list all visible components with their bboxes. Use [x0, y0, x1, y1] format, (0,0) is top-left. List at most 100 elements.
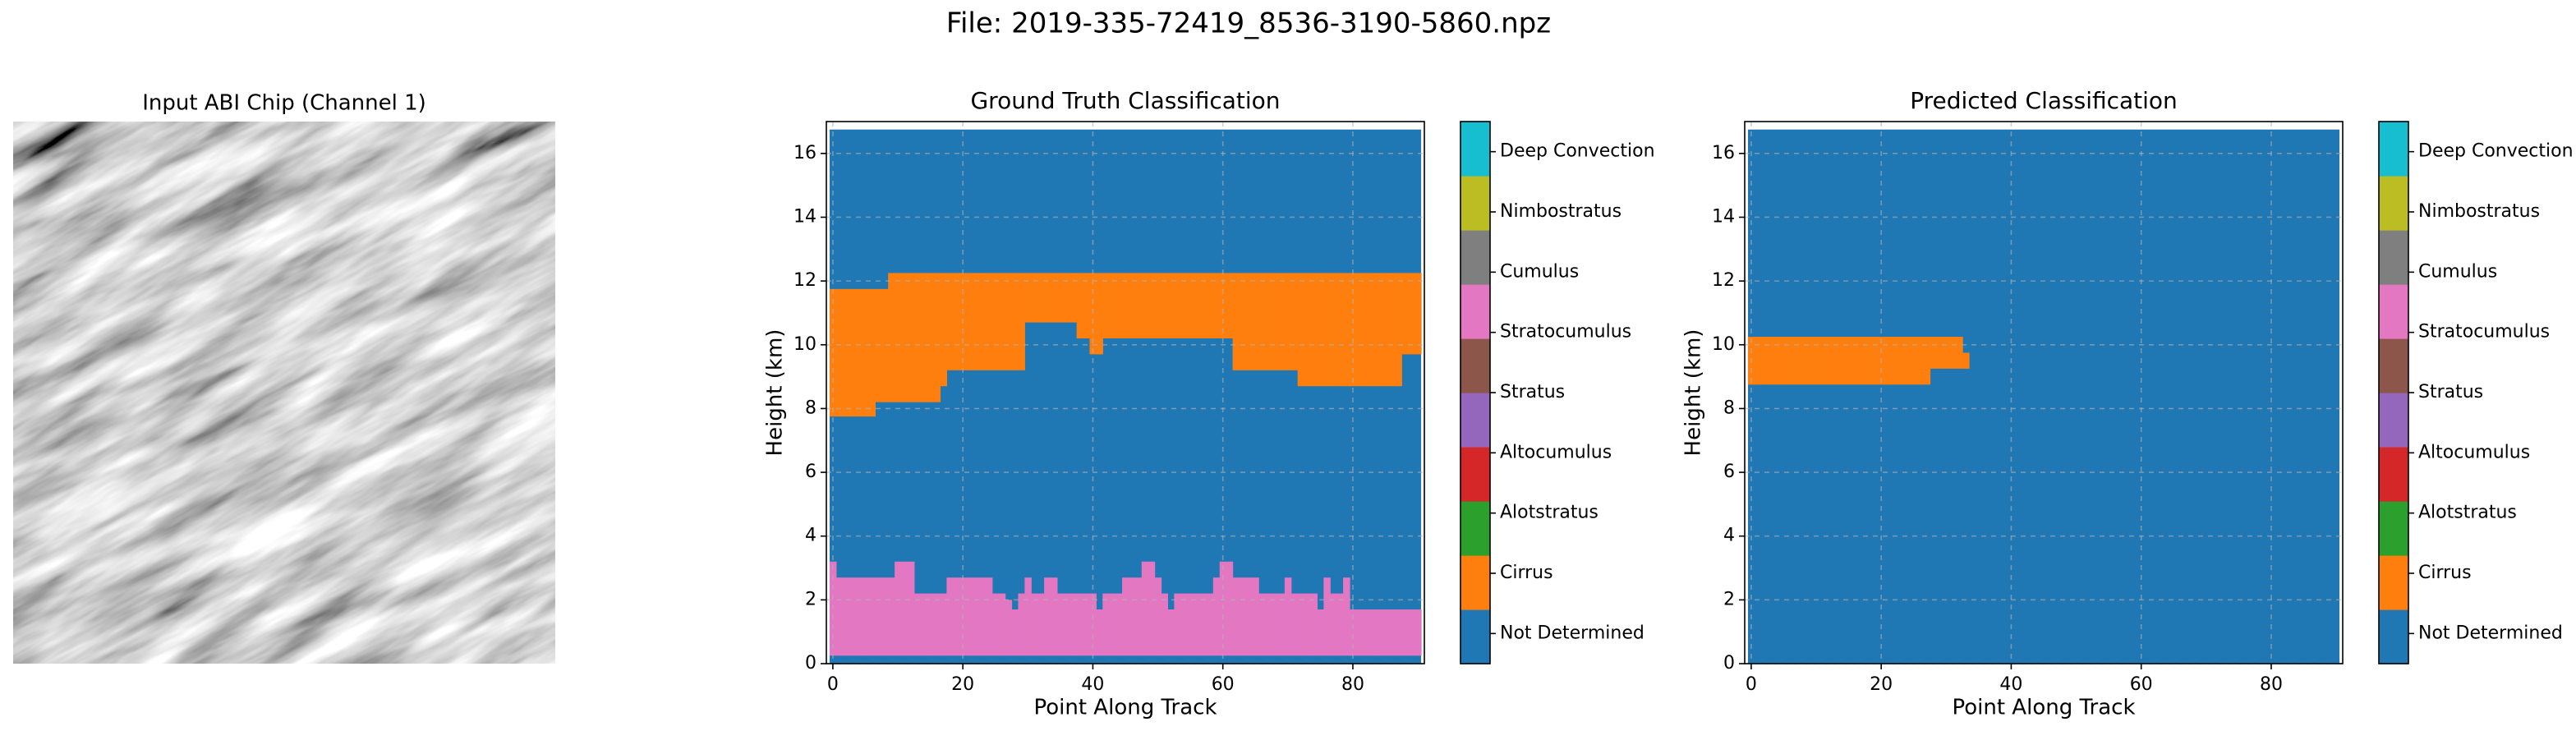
class-cell	[1200, 273, 1208, 338]
class-cell	[1011, 609, 1019, 656]
class-cell	[1122, 577, 1129, 656]
class-cell	[1245, 273, 1253, 370]
class-cell	[1154, 577, 1162, 656]
colorbar-bin	[1460, 176, 1490, 231]
panel-title: Ground Truth Classification	[970, 87, 1280, 114]
class-cell	[1212, 273, 1221, 338]
colorbar-label: Cumulus	[1500, 261, 1579, 282]
class-cell	[835, 577, 844, 656]
class-cell	[1116, 273, 1123, 338]
y-axis-label: Height (km)	[763, 329, 788, 457]
class-cell	[1174, 273, 1181, 338]
class-cell	[920, 593, 928, 656]
class-cell	[1414, 609, 1422, 656]
class-cell	[1343, 577, 1350, 656]
figure-title: File: 2019-335-72419_8536-3190-5860.npz	[946, 7, 1551, 40]
class-cell	[1206, 593, 1214, 656]
x-axis-label: Point Along Track	[1952, 696, 2135, 720]
class-cell	[1031, 593, 1038, 656]
class-cell	[933, 273, 941, 402]
class-cell	[1284, 577, 1292, 656]
class-cell	[1310, 593, 1318, 656]
class-cell	[1760, 337, 1769, 385]
class-cell	[1122, 273, 1129, 338]
class-cell	[1167, 273, 1175, 338]
class-cell	[1044, 273, 1051, 323]
class-cell	[1368, 609, 1377, 656]
class-cell	[1128, 577, 1136, 656]
colorbar-label: Stratocumulus	[1500, 322, 1631, 343]
class-cell	[1297, 593, 1305, 656]
class-cell	[1336, 273, 1344, 387]
class-cell	[1956, 337, 1963, 369]
class-cell	[1832, 337, 1840, 385]
colorbar-label: Alotstratus	[2418, 503, 2517, 523]
class-cell	[1852, 337, 1860, 385]
class-cell	[946, 577, 954, 656]
class-cell	[1212, 577, 1221, 656]
class-cell	[1194, 273, 1201, 338]
class-cell	[1044, 577, 1051, 656]
class-cell	[1096, 609, 1103, 656]
class-cell	[895, 561, 902, 656]
colorbar-label: Cumulus	[2418, 261, 2497, 282]
colorbar-bin	[1460, 284, 1490, 339]
x-tick-label: 80	[1341, 674, 1364, 695]
colorbar-bin	[1460, 501, 1490, 556]
class-cell	[1226, 273, 1234, 338]
class-cell	[1134, 273, 1143, 338]
colorbar-bin	[2379, 230, 2408, 285]
class-cell	[1304, 273, 1312, 387]
class-cell	[1819, 337, 1827, 385]
class-cell	[868, 288, 876, 417]
class-cell	[1330, 593, 1337, 656]
class-cell	[1076, 593, 1084, 656]
class-cell	[1128, 273, 1136, 338]
y-tick-label: 8	[1723, 398, 1735, 418]
class-cell	[875, 577, 882, 656]
class-cell	[849, 577, 857, 656]
y-tick-label: 16	[794, 143, 816, 163]
class-cell	[1258, 273, 1266, 370]
class-cell	[1903, 337, 1911, 385]
class-cell	[1871, 337, 1879, 385]
class-cell	[1265, 273, 1272, 370]
class-cell	[1011, 273, 1019, 370]
class-cell	[1290, 273, 1299, 370]
colorbar-bin	[2379, 393, 2408, 448]
class-cell	[855, 288, 863, 417]
class-cell	[966, 577, 973, 656]
class-cell	[881, 288, 889, 402]
colorbar-label: Nimbostratus	[1500, 201, 1622, 222]
class-cell	[901, 273, 908, 402]
class-cell	[1102, 273, 1110, 338]
image-texture	[13, 122, 555, 664]
y-tick-label: 4	[805, 526, 816, 546]
class-cell	[1923, 337, 1931, 385]
class-cell	[1174, 593, 1181, 656]
class-cell	[1395, 609, 1402, 656]
class-cell	[1362, 609, 1370, 656]
class-cell	[973, 577, 980, 656]
colorbar-bin	[1460, 447, 1490, 502]
y-tick-label: 12	[1712, 270, 1735, 291]
class-cell	[1245, 577, 1253, 656]
class-cell	[1375, 273, 1383, 387]
class-cell	[1813, 337, 1820, 385]
class-cell	[1382, 273, 1390, 387]
class-cell	[1031, 273, 1038, 323]
class-cell	[1083, 273, 1091, 338]
y-tick-label: 8	[805, 398, 816, 418]
class-cell	[1018, 593, 1025, 656]
y-tick-label: 0	[805, 653, 816, 674]
class-cell	[1317, 273, 1324, 387]
class-cell	[1239, 577, 1246, 656]
class-cell	[1180, 273, 1188, 338]
class-cell	[1083, 593, 1091, 656]
y-tick-label: 10	[1712, 334, 1735, 355]
class-cell	[1096, 273, 1103, 355]
class-cell	[1219, 273, 1227, 338]
class-cell	[1005, 600, 1013, 656]
colorbar-bin	[1460, 555, 1490, 610]
